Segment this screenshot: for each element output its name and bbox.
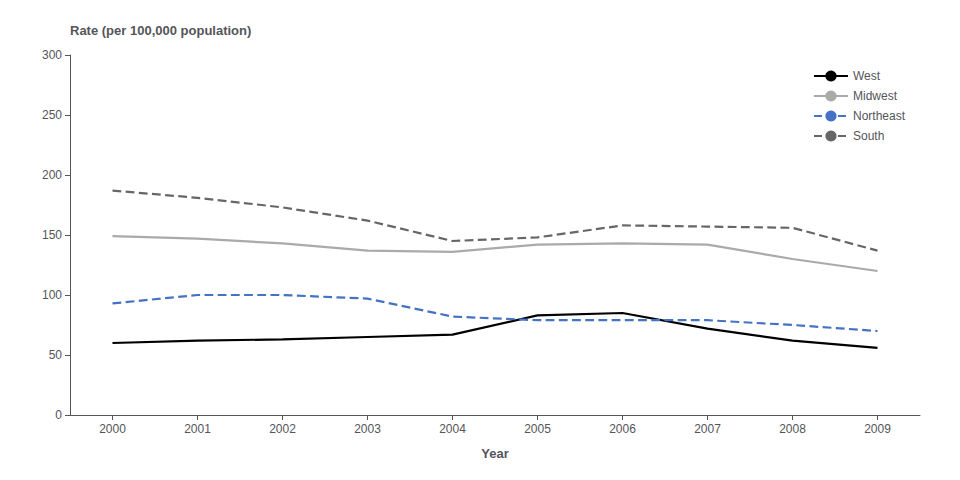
svg-text:0: 0	[55, 408, 62, 422]
svg-text:300: 300	[42, 48, 62, 62]
svg-text:2007: 2007	[694, 422, 721, 436]
svg-text:100: 100	[42, 288, 62, 302]
svg-text:West: West	[853, 69, 881, 83]
svg-text:50: 50	[49, 348, 63, 362]
svg-text:Year: Year	[481, 446, 508, 461]
svg-text:2006: 2006	[609, 422, 636, 436]
svg-text:2008: 2008	[779, 422, 806, 436]
svg-text:2003: 2003	[354, 422, 381, 436]
svg-text:2002: 2002	[269, 422, 296, 436]
svg-text:South: South	[853, 129, 884, 143]
svg-text:2001: 2001	[184, 422, 211, 436]
svg-text:Rate (per 100,000 population): Rate (per 100,000 population)	[70, 23, 251, 38]
svg-text:Northeast: Northeast	[853, 109, 906, 123]
svg-text:250: 250	[42, 108, 62, 122]
svg-text:2004: 2004	[439, 422, 466, 436]
svg-text:200: 200	[42, 168, 62, 182]
svg-text:2009: 2009	[864, 422, 891, 436]
svg-text:2005: 2005	[524, 422, 551, 436]
svg-text:150: 150	[42, 228, 62, 242]
svg-text:2000: 2000	[99, 422, 126, 436]
svg-text:Midwest: Midwest	[853, 89, 898, 103]
